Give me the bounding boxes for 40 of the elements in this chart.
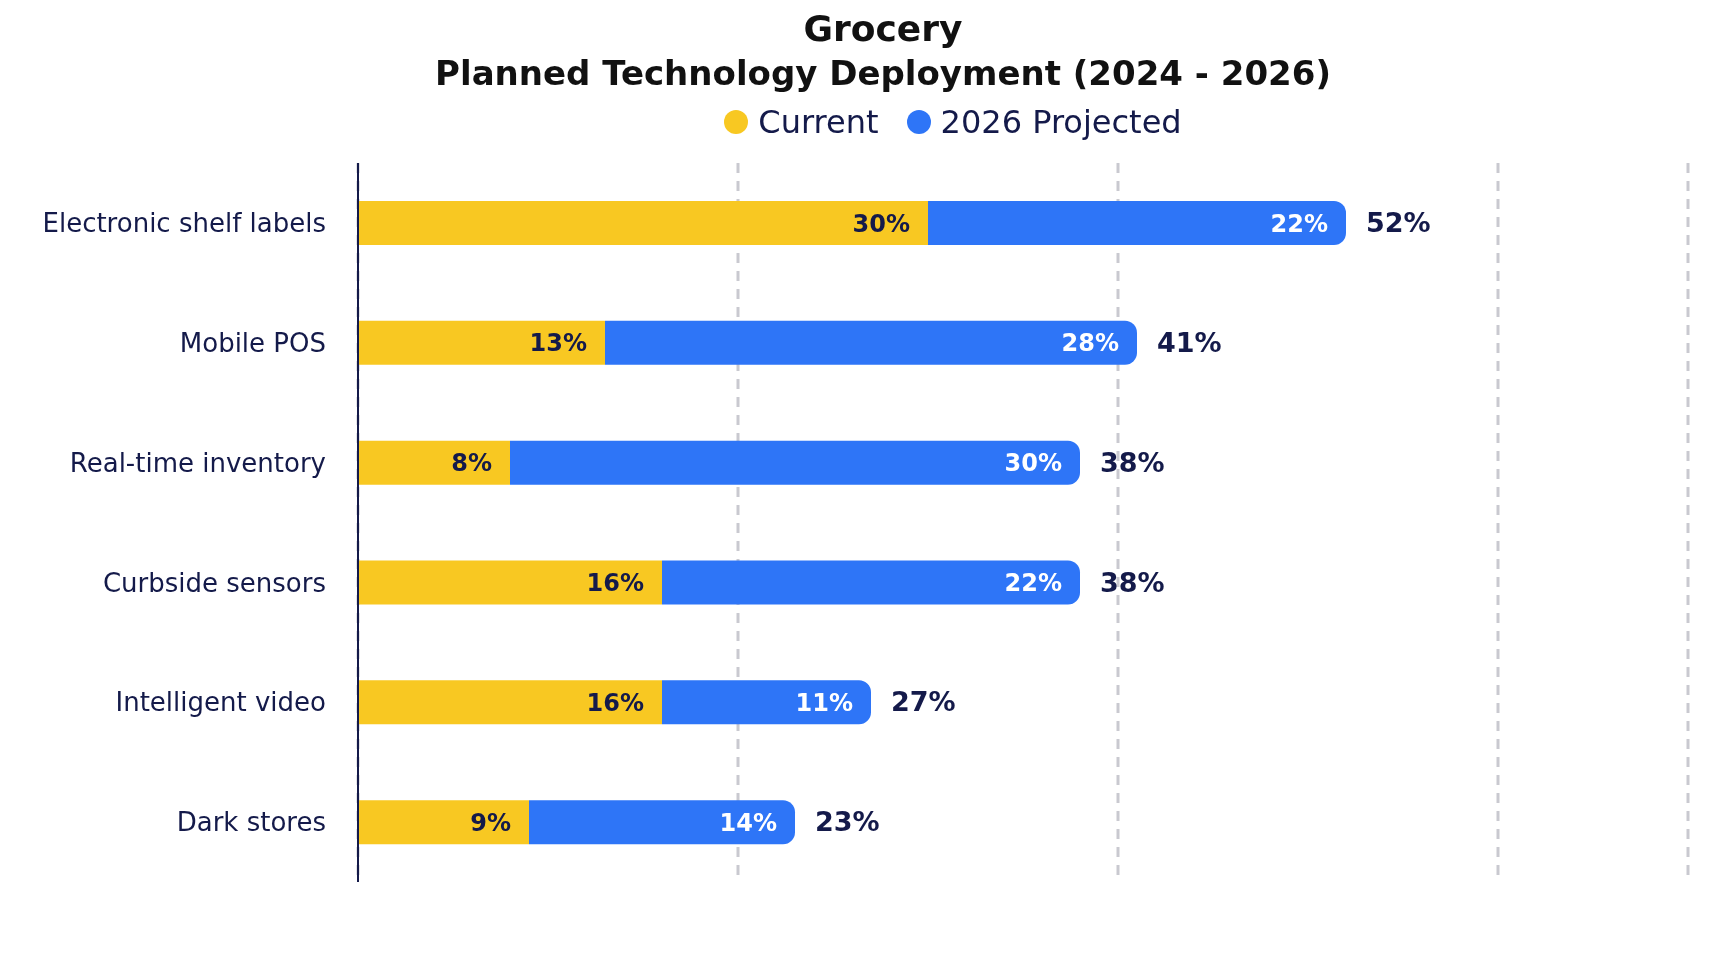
data-label: 13% — [529, 329, 587, 358]
y-tick-label: Curbside sensors — [102, 567, 326, 598]
y-tick-label: Intelligent video — [115, 687, 326, 718]
chart-subtitle: Planned Technology Deployment (2024 - 2026) — [434, 53, 1332, 93]
bar — [358, 680, 662, 725]
data-label: 11% — [795, 688, 853, 717]
y-tick-label: Mobile POS — [179, 327, 326, 358]
chart-title: Grocery — [802, 8, 964, 49]
data-label: 16% — [586, 688, 644, 717]
total-label: 38% — [1100, 446, 1165, 478]
total-label: 41% — [1157, 326, 1222, 358]
bar — [358, 201, 928, 245]
bar — [529, 800, 795, 845]
bar — [358, 800, 529, 845]
bar — [510, 440, 1080, 485]
data-label: 28% — [1061, 329, 1119, 358]
bar — [605, 320, 1137, 365]
total-label: 27% — [891, 686, 956, 718]
bar — [662, 560, 1080, 605]
bar — [662, 680, 871, 725]
bar — [358, 440, 510, 485]
data-label: 9% — [470, 808, 511, 837]
legend-label: Current — [757, 103, 879, 141]
data-label: 22% — [1004, 569, 1062, 598]
total-label: 23% — [815, 806, 880, 838]
data-label: 30% — [1004, 449, 1062, 478]
bar — [358, 560, 662, 605]
data-label: 14% — [719, 808, 777, 837]
data-label: 16% — [586, 569, 644, 598]
data-label: 8% — [451, 449, 492, 478]
legend-label: 2026 Projected — [939, 103, 1182, 141]
data-label: 30% — [852, 209, 910, 238]
total-label: 38% — [1100, 566, 1165, 598]
y-tick-label: Dark stores — [176, 807, 326, 838]
data-label: 22% — [1270, 209, 1328, 238]
y-tick-label: Electronic shelf labels — [42, 208, 326, 239]
bar — [928, 201, 1346, 245]
bar — [358, 320, 605, 365]
y-tick-label: Real-time inventory — [69, 447, 326, 478]
total-label: 52% — [1366, 207, 1431, 238]
